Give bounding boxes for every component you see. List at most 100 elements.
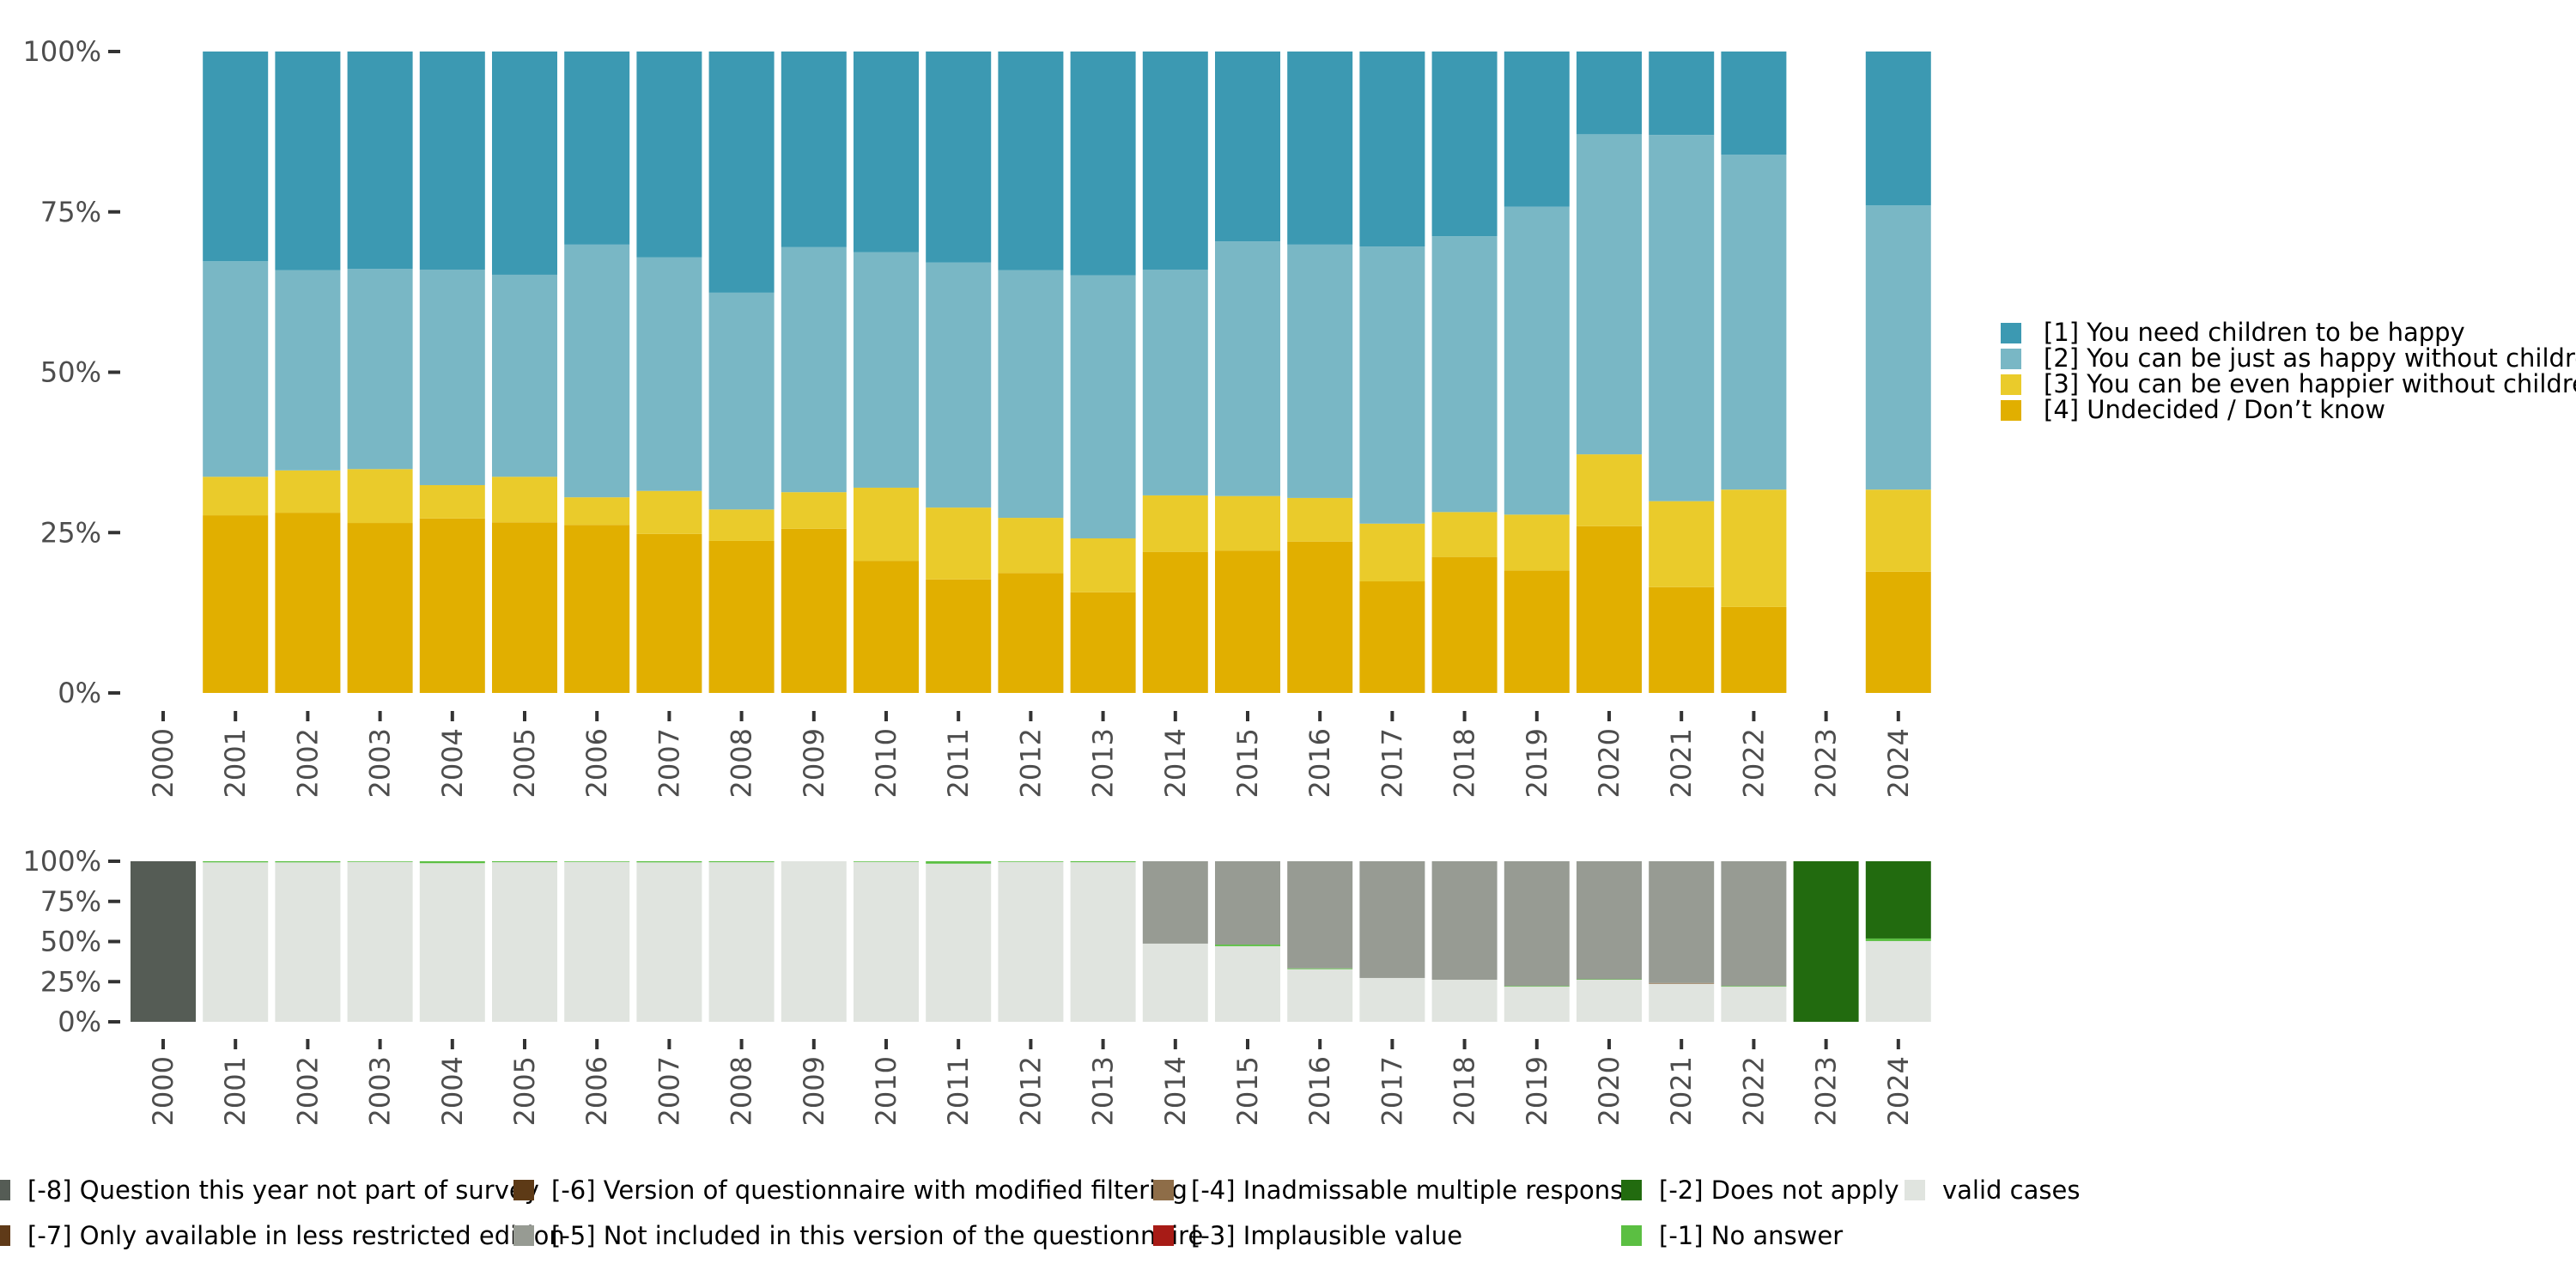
bar-segment-2005 <box>492 522 557 693</box>
bar-segment-2021 <box>1649 982 1715 984</box>
x-tick-label: 2019 <box>1521 1056 1553 1126</box>
bar-segment-2002 <box>275 862 341 1022</box>
x-tick-label: 2015 <box>1231 728 1264 798</box>
bar-segment-2005 <box>492 477 557 523</box>
bar-segment-2019 <box>1504 514 1570 571</box>
bar-segment-2008 <box>708 540 775 693</box>
bar-segment-2012 <box>998 52 1064 270</box>
bar-segment-2014 <box>1142 943 1208 1022</box>
bar-segment-2008 <box>708 509 775 541</box>
legend-label: [2] You can be just as happy without chi… <box>2044 343 2576 373</box>
bar-segment-2001 <box>203 261 269 477</box>
x-tick-label: 2004 <box>436 1056 469 1126</box>
bar-segment-2005 <box>492 861 557 863</box>
bar-segment-2006 <box>564 861 630 862</box>
bar-segment-2008 <box>708 862 775 1022</box>
bar-segment-2004 <box>419 861 485 864</box>
bar-segment-2024 <box>1865 205 1931 490</box>
bar-segment-2021 <box>1649 983 1715 1022</box>
bar-segment-2010 <box>854 487 919 562</box>
bar-segment-2024 <box>1865 940 1931 1022</box>
bar-segment-2017 <box>1359 523 1425 582</box>
bar-segment-2014 <box>1142 269 1208 495</box>
bar-segment-2022 <box>1721 606 1787 693</box>
legend-label: [-1] No answer <box>1659 1221 1843 1250</box>
bar-segment-2013 <box>1070 862 1136 1022</box>
bottom-chart-panel: 0% 25% 50% 75% 100% 2000 2001 2002 2003 2004 2005 2… <box>23 845 1931 1126</box>
legend-label: [1] You need children to be happy <box>2044 318 2465 347</box>
x-tick-label: 2000 <box>147 1056 179 1126</box>
bar-segment-2004 <box>419 518 485 693</box>
legend-swatch <box>2001 400 2021 421</box>
bar-segment-2019 <box>1504 206 1570 515</box>
x-tick-label: 2006 <box>580 1056 613 1126</box>
bar-segment-2003 <box>347 861 413 862</box>
bar-segment-2020 <box>1577 454 1642 526</box>
legend-swatch <box>513 1225 534 1246</box>
bar-segment-2017 <box>1359 977 1425 1022</box>
legend-label: [-3] Implausible value <box>1191 1221 1462 1250</box>
bar-segment-2003 <box>347 269 413 470</box>
y-tick-label: 50% <box>40 926 101 958</box>
bar-segment-2022 <box>1721 489 1787 607</box>
bar-segment-2024 <box>1865 938 1931 941</box>
bar-segment-2022 <box>1721 987 1787 1022</box>
bar-segment-2010 <box>854 252 919 488</box>
bar-segment-2024 <box>1865 52 1931 206</box>
legend-label: [-7] Only available in less restricted e… <box>27 1221 565 1250</box>
bar-segment-2007 <box>636 52 702 258</box>
x-tick-label: 2012 <box>1014 1056 1047 1126</box>
bar-segment-2010 <box>854 861 919 862</box>
x-tick-label: 2008 <box>726 728 758 798</box>
bar-segment-2016 <box>1287 969 1353 1022</box>
bar-segment-2021 <box>1649 135 1715 501</box>
bar-segment-2007 <box>636 533 702 693</box>
bottom-legend: [-8] Question this year not part of surv… <box>0 1176 2080 1250</box>
bar-segment-2001 <box>203 477 269 516</box>
x-tick-label: 2023 <box>1810 1056 1843 1126</box>
legend-swatch <box>2001 374 2021 395</box>
bar-segment-2015 <box>1215 52 1280 242</box>
bar-segment-2008 <box>708 52 775 293</box>
bar-segment-2016 <box>1287 541 1353 693</box>
bar-segment-2002 <box>275 470 341 513</box>
x-tick-label: 2002 <box>291 728 324 798</box>
bar-segment-2012 <box>998 861 1064 1022</box>
x-tick-label: 2003 <box>364 1056 397 1126</box>
legend-label: [-6] Version of questionnaire with modif… <box>551 1176 1188 1205</box>
bar-segment-2021 <box>1649 861 1715 983</box>
x-tick-label: 2017 <box>1376 728 1408 798</box>
x-tick-label: 2011 <box>942 1056 975 1126</box>
bar-segment-2005 <box>492 274 557 477</box>
bar-segment-2016 <box>1287 244 1353 498</box>
x-tick-label: 2021 <box>1665 728 1698 798</box>
x-tick-label: 2005 <box>508 1056 541 1126</box>
x-tick-label: 2010 <box>870 728 902 798</box>
bar-segment-2001 <box>203 515 269 693</box>
bar-segment-2018 <box>1431 52 1498 237</box>
legend-swatch <box>1153 1225 1174 1246</box>
x-tick-label: 2017 <box>1376 1056 1408 1126</box>
top-legend: [1] You need children to be happy[2] You… <box>2001 318 2576 424</box>
x-tick-label: 2020 <box>1593 1056 1625 1126</box>
bar-segment-2002 <box>275 861 341 863</box>
bar-segment-2008 <box>708 292 775 510</box>
bar-segment-2012 <box>998 861 1064 862</box>
bar-segment-2013 <box>1070 861 1136 863</box>
bar-segment-2018 <box>1431 236 1498 513</box>
y-tick-label: 75% <box>40 885 101 918</box>
bar-segment-2011 <box>926 262 992 508</box>
bar-segment-2011 <box>926 579 992 693</box>
bar-segment-2010 <box>854 861 919 1022</box>
bar-segment-2018 <box>1431 980 1498 1022</box>
bar-segment-2023 <box>1793 861 1859 1022</box>
x-tick-label: 2007 <box>653 1056 685 1126</box>
bar-segment-2007 <box>636 490 702 534</box>
bar-segment-2020 <box>1577 134 1642 455</box>
bar-segment-2004 <box>419 269 485 485</box>
x-tick-label: 2018 <box>1449 1056 1481 1126</box>
bar-segment-2011 <box>926 861 992 864</box>
x-tick-label: 2007 <box>653 728 685 798</box>
bar-segment-2022 <box>1721 155 1787 490</box>
bar-segment-2014 <box>1142 551 1208 693</box>
